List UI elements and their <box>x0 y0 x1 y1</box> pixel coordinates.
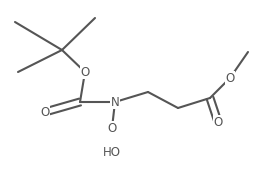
Text: O: O <box>107 122 117 135</box>
Text: O: O <box>80 65 90 78</box>
Text: O: O <box>213 115 223 128</box>
Text: N: N <box>111 95 119 109</box>
Text: HO: HO <box>103 146 121 159</box>
Text: O: O <box>40 106 50 119</box>
Text: O: O <box>225 71 235 84</box>
